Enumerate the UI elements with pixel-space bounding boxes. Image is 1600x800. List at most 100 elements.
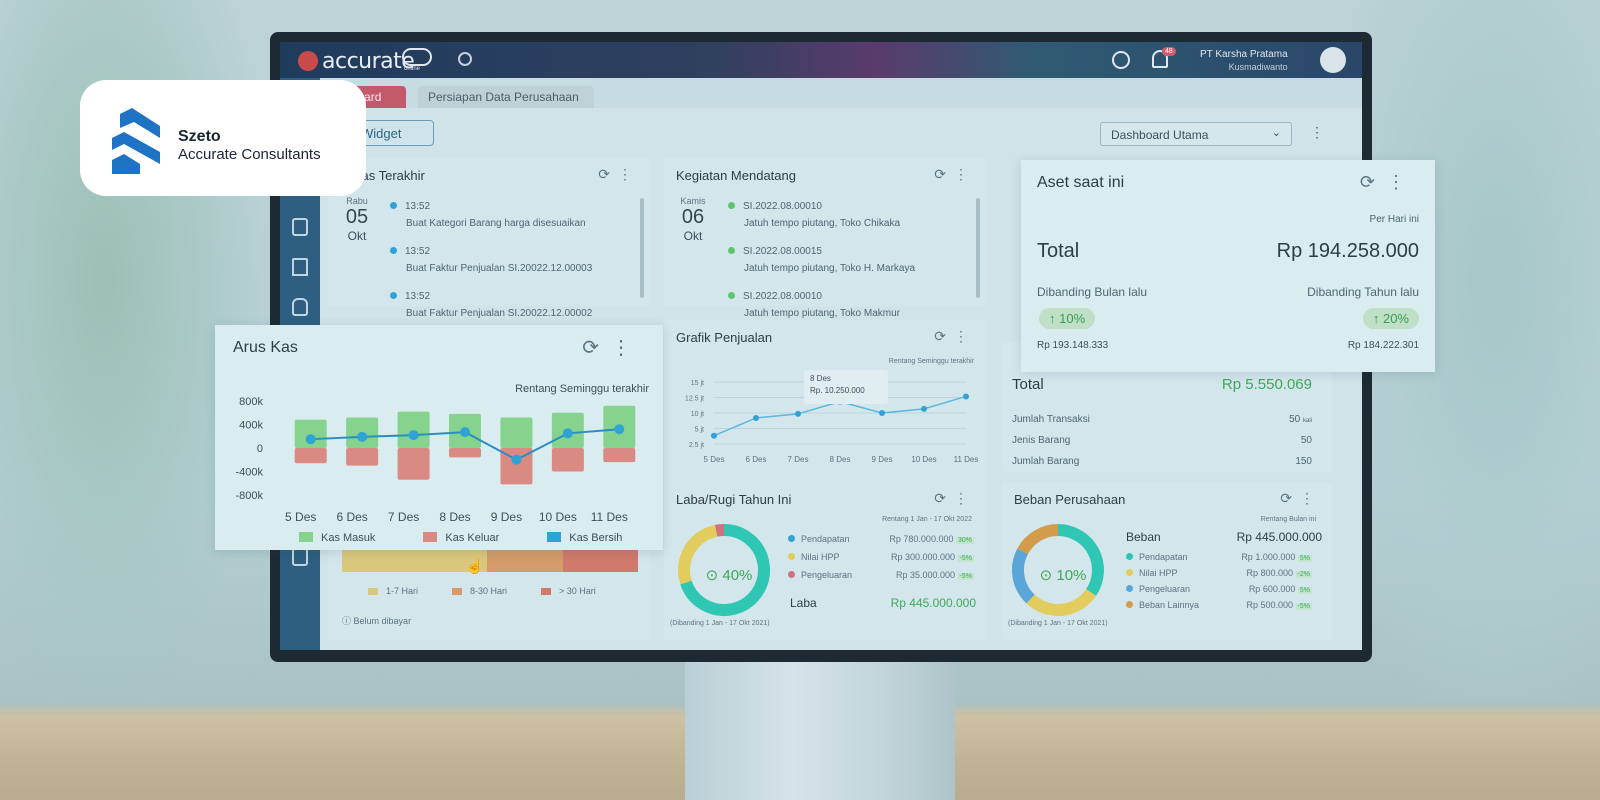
list-item[interactable]: 13:52 Buat Faktur Penjualan SI.20022.12.0… <box>390 241 592 274</box>
legend-item[interactable]: Kas Masuk <box>299 532 375 544</box>
kegiatan-title: Kegiatan Mendatang <box>676 168 796 183</box>
bar-kas-keluar <box>397 448 430 480</box>
legend-dot <box>1126 553 1133 560</box>
x-tick-label: 5 Des <box>285 510 316 524</box>
legend-dot <box>788 553 795 560</box>
legend-item[interactable]: Kas Keluar <box>423 532 499 544</box>
company-info[interactable]: PT Karsha Pratama Kusmadiwanto <box>1200 49 1288 73</box>
list-item[interactable]: 13:52 Buat Faktur Penjualan SI.20022.12.0… <box>390 286 592 319</box>
card-actions[interactable]: ⟳⋮ <box>934 490 976 506</box>
dashboard-select[interactable]: Dashboard Utama ⌄ <box>1100 122 1292 146</box>
table-row: Jumlah Transaksi 50 kali <box>1012 414 1312 425</box>
sidebar-item-inventory-icon[interactable] <box>292 298 308 316</box>
x-tick-label: 9 Des <box>491 510 522 524</box>
bar-kas-keluar <box>294 448 327 464</box>
x-tick-label: 7 Des <box>788 455 809 464</box>
app-logo[interactable]: accurate <box>298 49 415 74</box>
bullet-icon <box>390 202 397 209</box>
sidebar-item-document-icon[interactable] <box>292 218 308 236</box>
aktivitas-card: tivitas Terakhir ⟳⋮ Rabu 05 Okt 13:52 Bua… <box>328 158 650 319</box>
legend-dot <box>1126 569 1133 576</box>
avatar[interactable] <box>1320 47 1346 73</box>
scrollbar[interactable] <box>976 198 980 298</box>
x-tick-label: 10 Des <box>539 510 577 524</box>
beban-value: Rp 445.000.000 <box>1236 530 1322 544</box>
grafik-range: Rentang Seminggu terakhir <box>888 358 974 365</box>
laba-label: Laba <box>790 596 817 610</box>
point-kas-bersih <box>357 431 368 442</box>
y-tick-label: 10 jt <box>691 411 704 418</box>
card-actions[interactable]: ⟳⋮ <box>582 337 643 359</box>
legend-dot <box>788 571 795 578</box>
sales-point <box>711 432 717 439</box>
kegiatan-list: SI.2022.08.00010 Jatuh tempo piutang, Tok… <box>728 196 915 319</box>
list-item[interactable]: 13:52 Buat Kategori Barang harga disesuai… <box>390 196 592 229</box>
legend-swatch <box>452 588 463 595</box>
card-actions[interactable]: ⟳⋮ <box>598 166 640 182</box>
sales-point <box>921 405 927 412</box>
cloud-icon <box>402 48 432 66</box>
y-tick-label: 800k <box>239 396 263 408</box>
aruskas-range: Rentang Seminggu terakhir <box>515 383 649 395</box>
bar-kas-masuk <box>397 411 430 448</box>
bar-kas-keluar <box>551 448 584 472</box>
aset-total-label: Total <box>1037 240 1080 262</box>
legend-dot <box>788 535 795 542</box>
aset-bulan-badge: ↑ 10% <box>1039 308 1096 329</box>
donut-slice <box>1057 524 1104 596</box>
y-tick-label: 400k <box>239 420 263 432</box>
notification-badge: 48 <box>1162 47 1176 56</box>
user-name: Kusmadiwanto <box>1228 62 1288 72</box>
sidebar-item-report-icon[interactable] <box>292 548 308 566</box>
bullet-icon <box>728 202 735 209</box>
aset-period: Per Hari ini <box>1369 214 1419 225</box>
bar-kas-keluar <box>449 448 481 458</box>
card-actions[interactable]: ⟳⋮ <box>1359 172 1417 192</box>
company-name: PT Karsha Pratama <box>1200 49 1288 60</box>
labarugi-pct: ⊙ 40% <box>705 567 753 584</box>
labarugi-rows: Pendapatan Rp 780.000.000 30% Nilai HPP Rp… <box>788 534 974 580</box>
donut-slice <box>1026 588 1097 616</box>
laba-value: Rp 445.000.000 <box>890 596 976 610</box>
beban-compare: (Dibanding 1 Jan - 17 Okt 2021) <box>1008 620 1108 627</box>
kegiatan-date: Kamis 06 Okt <box>680 196 706 243</box>
sales-point <box>795 410 801 417</box>
chevron-down-icon: ⌄ <box>1271 127 1281 139</box>
beban-perusahaan-card: Beban Perusahaan ⟳⋮ Rentang Bulan ini ⊙ … <box>1002 482 1332 640</box>
table-row: Beban Lainnya Rp 500.000 -5% <box>1126 600 1312 610</box>
card-actions[interactable]: ⟳⋮ <box>1280 490 1322 506</box>
laba-rugi-card: Laba/Rugi Tahun Ini ⟳⋮ Rentang 1 Jan - 1… <box>664 482 986 640</box>
legend-dot <box>1126 601 1133 608</box>
tab-persiapan-data[interactable]: Persiapan Data Perusahaan <box>418 86 594 108</box>
point-kas-bersih <box>614 424 625 435</box>
card-actions[interactable]: ⟳⋮ <box>934 328 976 344</box>
card-actions[interactable]: ⟳⋮ <box>934 166 976 182</box>
penjualan-rows: Jumlah Transaksi 50 kali Jenis Barang 50 J… <box>1012 414 1312 467</box>
bell-icon[interactable] <box>1152 50 1168 68</box>
penjualan-total-value: Rp 5.550.069 <box>1221 376 1312 393</box>
x-tick-label: 11 Des <box>591 510 628 524</box>
kegiatan-card: Kegiatan Mendatang ⟳⋮ Kamis 06 Okt SI.20… <box>664 158 986 319</box>
aset-bulan-value: Rp 193.148.333 <box>1037 340 1109 351</box>
beban-donut-chart <box>1012 524 1104 616</box>
help-icon[interactable] <box>1112 51 1130 69</box>
sidebar-item-bank-icon[interactable] <box>292 258 308 276</box>
list-item[interactable]: SI.2022.08.00010 Jatuh tempo piutang, Tok… <box>728 196 915 229</box>
table-row: Pengeluaran Rp 600.000 5% <box>1126 584 1312 594</box>
table-row: Pendapatan Rp 1.000.000 5% <box>1126 552 1312 562</box>
list-item[interactable]: SI.2022.08.00015 Jatuh tempo piutang, Tok… <box>728 241 915 274</box>
aset-bulan-label: Dibanding Bulan lalu <box>1037 285 1148 299</box>
scrollbar[interactable] <box>640 198 644 298</box>
y-tick-label: -400k <box>235 467 263 479</box>
table-row: Nilai HPP Rp 800.000 -2% <box>1126 568 1312 578</box>
list-item[interactable]: SI.2022.08.00010 Jatuh tempo piutang, Tok… <box>728 286 915 319</box>
more-options-icon[interactable]: ⋮ <box>1310 124 1324 140</box>
sales-point <box>753 414 759 421</box>
szeto-logo-icon <box>112 108 160 174</box>
donut-slice <box>714 524 725 537</box>
x-tick-label: 11 Des <box>954 455 979 464</box>
legend-item[interactable]: Kas Bersih <box>547 532 622 544</box>
y-tick-label: 0 <box>257 443 263 455</box>
table-row: Pendapatan Rp 780.000.000 30% <box>788 534 974 544</box>
beban-rows: Pendapatan Rp 1.000.000 5% Nilai HPP Rp 80… <box>1126 552 1312 610</box>
